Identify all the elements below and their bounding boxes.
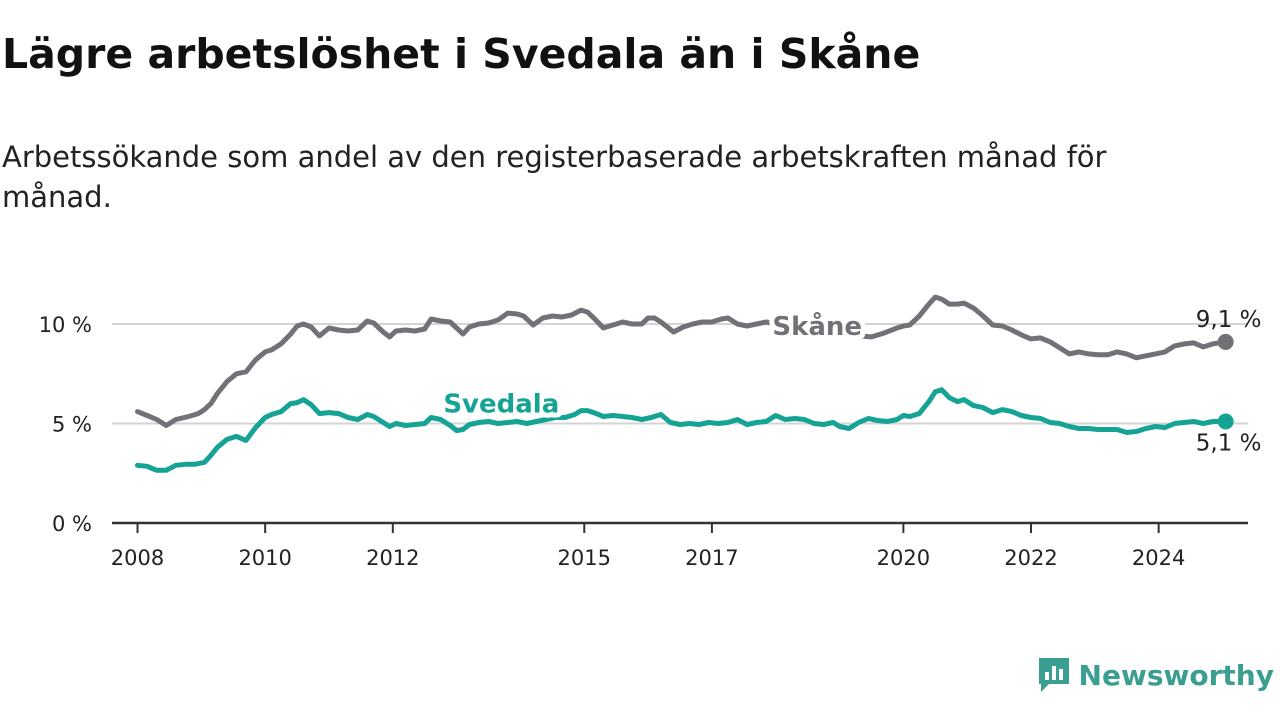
series-name-halo-svedala: Svedala <box>443 390 559 420</box>
newsworthy-logo: Newsworthy <box>1037 656 1274 694</box>
y-tick-label: 5 % <box>52 413 92 437</box>
x-tick-label: 2017 <box>685 546 738 570</box>
x-tick-label: 2024 <box>1132 546 1185 570</box>
newsworthy-logo-text: Newsworthy <box>1078 658 1274 692</box>
y-tick-label: 0 % <box>52 512 92 536</box>
x-tick-label: 2022 <box>1004 546 1057 570</box>
series-line-svedala <box>135 387 1229 473</box>
x-tick-label: 2012 <box>366 546 419 570</box>
end-point-svedala <box>1217 413 1234 430</box>
series-lines <box>135 294 1234 473</box>
chart-title: Lägre arbetslöshet i Svedala än i Skåne <box>2 30 921 78</box>
end-value-label-skane: 9,1 % <box>1196 307 1262 333</box>
x-tick-label: 2010 <box>238 546 291 570</box>
axes: 0 % 5 % 10 % 2008 2010 2012 2015 2017 2020 2022 20… <box>39 313 1248 570</box>
newsworthy-logo-icon <box>1038 658 1069 692</box>
x-tick-label: 2015 <box>558 546 611 570</box>
end-value-label-svedala: 5,1 % <box>1196 431 1262 457</box>
chart-subtitle: Arbetssökande som andel av den registerb… <box>2 140 1107 214</box>
y-tick-label: 10 % <box>39 313 92 337</box>
series-name-skane: Skåne <box>772 310 862 342</box>
x-tick-label: 2008 <box>111 546 164 570</box>
series-name-halo-skane: Skåne <box>772 310 862 342</box>
series-line-skane <box>135 294 1229 428</box>
series-name-svedala: Svedala <box>443 390 559 420</box>
end-point-skane <box>1217 333 1234 350</box>
x-tick-label: 2020 <box>877 546 930 570</box>
